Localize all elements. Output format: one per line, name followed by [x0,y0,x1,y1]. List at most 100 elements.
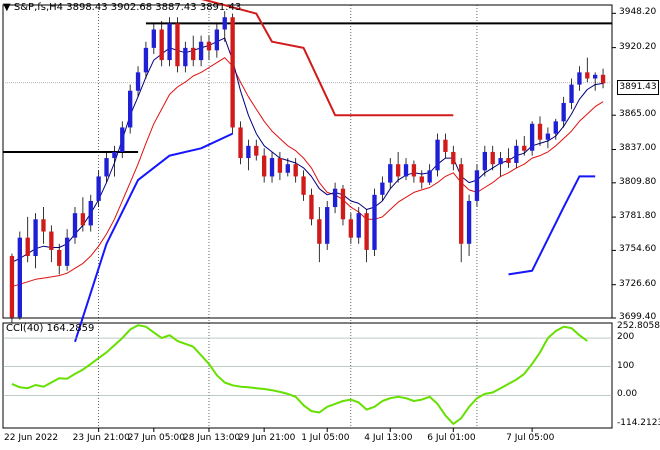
price-axis-label: 3948.20 [619,7,657,18]
candle-body[interactable] [167,23,172,61]
candle-body[interactable] [222,17,227,30]
candle-body[interactable] [214,29,220,51]
candle-body[interactable] [317,219,322,244]
candle-body[interactable] [238,127,243,159]
candle-body[interactable] [419,176,424,183]
candle-body[interactable] [285,164,290,173]
candle-body[interactable] [498,158,503,165]
candle-body[interactable] [57,249,62,266]
candle-body[interactable] [506,158,511,163]
trailing-stop-blue-line [74,132,234,343]
candle-body[interactable] [403,164,409,177]
candle-body[interactable] [427,170,432,183]
indicator-axis-label: 252.8058 [617,321,660,331]
candle-body[interactable] [600,74,606,84]
candle-body[interactable] [395,164,401,177]
candle-body[interactable] [545,133,551,140]
price-axis-label: 3837.00 [619,143,657,154]
indicator-pane-frame [2,322,613,429]
candle-body[interactable] [514,145,519,163]
candle-body[interactable] [332,188,338,208]
candle-body[interactable] [191,47,196,61]
indicator-axis-label: 200 [617,332,635,343]
candle-body[interactable] [112,151,117,159]
candle-body[interactable] [33,219,38,257]
candle-body[interactable] [120,127,125,152]
candle-body[interactable] [522,145,527,151]
candle-body[interactable] [380,182,385,195]
candle-body[interactable] [325,207,330,244]
candle-body[interactable] [553,121,558,134]
candle-body[interactable] [372,194,377,250]
candle-body[interactable] [9,256,15,318]
candle-body[interactable] [577,72,582,85]
candle-body[interactable] [569,84,574,103]
price-axis-label: 3781.80 [619,211,657,222]
time-axis-label: 22 Jun 2022 [4,433,59,443]
candle-body[interactable] [356,213,361,238]
candle-body[interactable] [529,123,535,151]
candle-body[interactable] [593,74,598,79]
indicator-axis-label: 0.00 [617,389,638,400]
candle-body[interactable] [206,41,212,51]
indicator-value: 164.2859 [46,323,95,334]
candle-body[interactable] [443,139,448,152]
price-axis-label: 3726.60 [619,278,657,289]
time-axis-label: 7 Jul 05:00 [506,433,555,443]
time-axis-label: 6 Jul 01:00 [427,433,476,443]
time-axis-label: 1 Jul 05:00 [301,433,350,443]
price-pane-frame [2,4,613,319]
collapse-triangle-icon[interactable]: ▼ [3,2,11,13]
candle-body[interactable] [159,29,164,61]
candle-body[interactable] [309,194,314,220]
moving-average-fast-line [11,37,604,263]
candle-body[interactable] [474,170,480,201]
candle-body[interactable] [17,237,22,318]
candle-body[interactable] [254,145,259,156]
candle-body[interactable] [49,231,54,250]
candle-body[interactable] [96,176,101,201]
candle-body[interactable] [585,72,590,79]
candle-body[interactable] [277,158,283,173]
candle-body[interactable] [198,41,204,61]
time-axis-label: 23 Jun 21:00 [72,433,130,443]
candle-body[interactable] [388,164,393,183]
price-axis-label: 3809.80 [619,176,657,187]
candle-body[interactable] [537,123,543,140]
candle-body[interactable] [269,158,275,177]
indicator-axis-label: -114.2123 [617,418,660,428]
candle-body[interactable] [41,219,46,232]
candle-body[interactable] [459,164,464,244]
candle-body[interactable] [64,237,70,266]
candle-body[interactable] [135,72,141,91]
candle-body[interactable] [293,164,298,177]
candle-body[interactable] [348,219,354,238]
symbol-label: S&P,fs,H4 [13,2,64,13]
candle-body[interactable] [88,200,93,226]
candle-body[interactable] [451,151,456,165]
candle-body[interactable] [411,164,417,177]
candle-body[interactable] [72,213,78,238]
candle-body[interactable] [561,102,566,122]
candle-body[interactable] [80,213,86,226]
candle-body[interactable] [340,188,346,220]
candle-body[interactable] [127,90,133,128]
candle-body[interactable] [143,47,149,73]
trailing-stop-red-line [201,0,454,117]
candle-body[interactable] [482,151,488,171]
candle-body[interactable] [301,176,306,195]
candle-body[interactable] [175,23,180,67]
candle-body[interactable] [490,151,495,165]
candle-body[interactable] [364,213,369,250]
candle-body[interactable] [261,155,267,177]
candle-body[interactable] [183,47,188,67]
candle-body[interactable] [151,29,156,48]
candle-body[interactable] [246,145,251,159]
candle-body[interactable] [435,139,440,171]
candle-body[interactable] [230,17,235,128]
indicator-name: CCI(40) [6,323,44,334]
candle-body[interactable] [25,237,30,257]
candle-body[interactable] [104,158,109,177]
candle-body[interactable] [466,200,472,244]
